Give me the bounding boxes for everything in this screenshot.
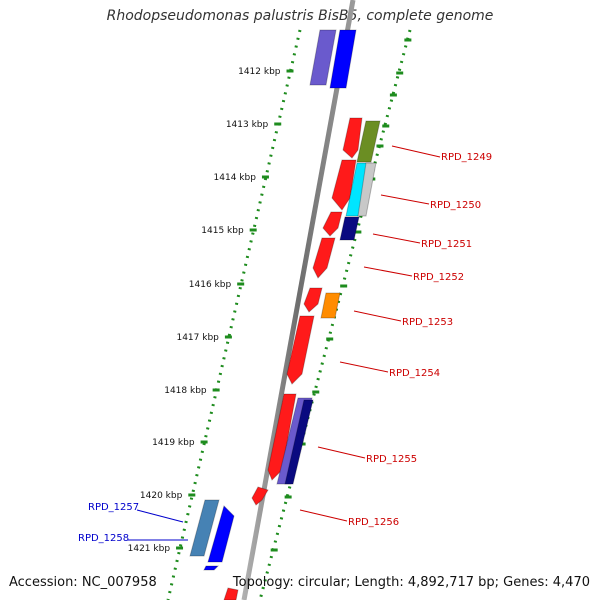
gene-rpd-1256[interactable] <box>251 486 269 506</box>
gene-block[interactable] <box>284 399 314 485</box>
genome-title: Rhodopseudomonas palustris BisB5, comple… <box>106 8 494 24</box>
kbp-label: 1416 kbp <box>189 280 232 290</box>
gene-block[interactable] <box>329 29 357 89</box>
scale-track-left <box>166 29 302 600</box>
kbp-label: 1417 kbp <box>176 333 219 343</box>
gene-label[interactable]: RPD_1252 <box>413 272 464 283</box>
accession-text: Accession: NC_007958 <box>9 575 157 590</box>
kbp-label: 1419 kbp <box>152 438 195 448</box>
gene-label-leader <box>317 446 366 459</box>
gene-block[interactable] <box>203 565 220 571</box>
gene-label-leader <box>299 509 348 522</box>
kbp-label: 1413 kbp <box>226 120 269 130</box>
genome-backbone <box>241 0 356 600</box>
gene-rpd-1255[interactable] <box>267 393 297 481</box>
kbp-label: 1418 kbp <box>164 386 207 396</box>
gene-rpd-1254[interactable] <box>286 315 315 385</box>
gene-label[interactable]: RPD_1254 <box>389 368 440 379</box>
kbp-label: 1412 kbp <box>238 67 281 77</box>
gene-rpd-1251[interactable] <box>322 211 343 237</box>
gene-rpd-1251-paired[interactable] <box>339 216 360 241</box>
gene-rpd-1253[interactable] <box>303 287 323 313</box>
gene-block[interactable] <box>357 162 377 217</box>
gene-rpd-1249[interactable] <box>342 117 363 159</box>
gene-label-leader <box>380 194 430 205</box>
gene-label[interactable]: RPD_1256 <box>348 517 399 528</box>
gene-label-leader <box>136 509 184 523</box>
gene-block[interactable] <box>223 587 239 600</box>
gene-label[interactable]: RPD_1253 <box>402 317 453 328</box>
kbp-label: 1414 kbp <box>214 173 257 183</box>
topology-text: Topology: circular; Length: 4,892,717 bp… <box>232 575 590 590</box>
kbp-label: 1420 kbp <box>140 491 183 501</box>
kbp-label: 1415 kbp <box>201 226 244 236</box>
gene-label-leader <box>353 310 402 322</box>
gene-rpd-1258[interactable] <box>207 505 235 563</box>
gene-label[interactable]: RPD_1249 <box>441 152 492 163</box>
kbp-label: 1421 kbp <box>128 544 171 554</box>
gene-rpd-1249-paired[interactable] <box>356 120 381 163</box>
gene-label-leader <box>363 266 413 277</box>
gene-label[interactable]: RPD_1257 <box>88 502 139 513</box>
gene-label[interactable]: RPD_1250 <box>430 200 481 211</box>
gene-label-leader <box>391 145 441 158</box>
gene-rpd-1257[interactable] <box>189 499 220 557</box>
gene-rpd-1253-paired[interactable] <box>320 292 341 319</box>
gene-rpd-1252[interactable] <box>312 237 336 279</box>
gene-label-leader <box>372 233 421 244</box>
gene-label-leader <box>339 361 389 373</box>
gene-block[interactable] <box>309 29 337 86</box>
gene-label[interactable]: RPD_1255 <box>366 454 417 465</box>
gene-label[interactable]: RPD_1258 <box>78 533 129 544</box>
gene-label[interactable]: RPD_1251 <box>421 239 472 250</box>
